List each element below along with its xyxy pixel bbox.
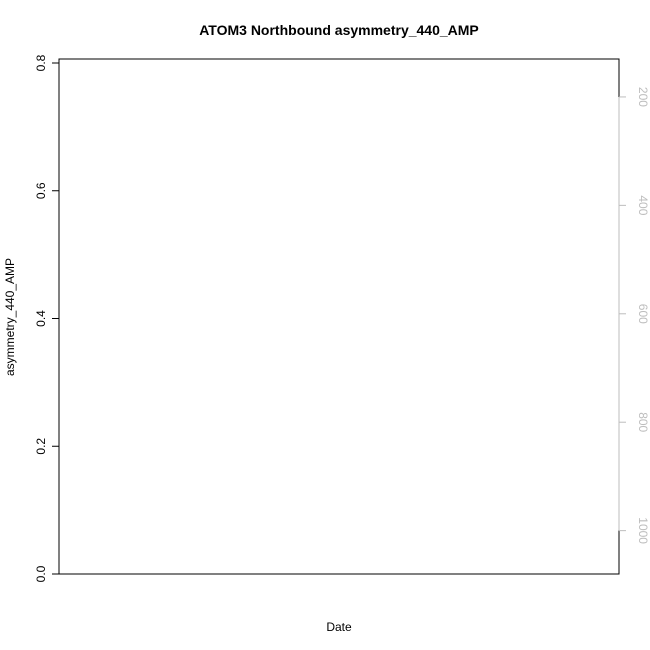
y2-tick-label: 600 xyxy=(636,304,650,324)
y-tick-label: 0.6 xyxy=(34,182,48,199)
y-tick-label: 0.4 xyxy=(34,310,48,327)
y2-tick-label: 200 xyxy=(636,87,650,107)
y2-tick-label: 1000 xyxy=(636,517,650,544)
y-tick-label: 0.8 xyxy=(34,54,48,71)
y2-tick-label: 800 xyxy=(636,412,650,432)
y-tick-label: 0.2 xyxy=(34,438,48,455)
y-axis-label: asymmetry_440_AMP xyxy=(3,258,17,376)
y-axis-left: 0.0 0.2 0.4 0.6 0.8 xyxy=(34,54,60,582)
y-tick-label: 0.0 xyxy=(34,565,48,582)
x-axis-label: Date xyxy=(326,620,352,634)
plot-frame xyxy=(58,58,620,575)
y-axis-right: 200 400 600 800 1000 xyxy=(618,87,650,544)
y2-tick-label: 400 xyxy=(636,195,650,215)
chart-title: ATOM3 Northbound asymmetry_440_AMP xyxy=(199,22,479,38)
